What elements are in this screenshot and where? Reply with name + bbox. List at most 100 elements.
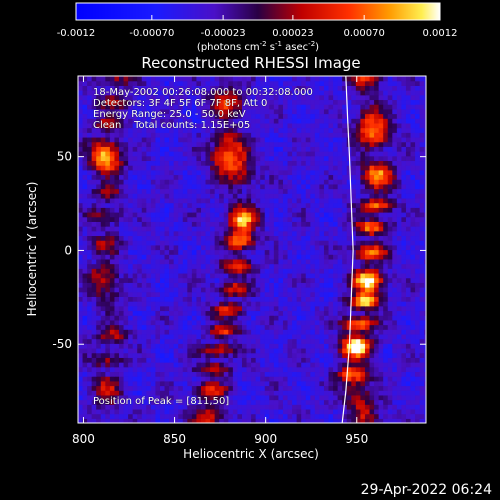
heatmap-cell [378, 404, 384, 410]
heatmap-cell [219, 258, 225, 265]
heatmap-cell [419, 151, 425, 157]
heatmap-cell [87, 146, 93, 152]
heatmap-cell [82, 211, 88, 218]
heatmap-cell [132, 310, 138, 316]
heatmap-cell [273, 122, 280, 129]
heatmap-cell [260, 310, 266, 316]
heatmap-cell [305, 165, 311, 171]
heatmap-cell [200, 216, 207, 222]
heatmap-cell [387, 151, 393, 157]
heatmap-cell [205, 371, 211, 377]
heatmap-cell [128, 183, 134, 190]
heatmap-cell [355, 193, 361, 199]
heatmap-cell [424, 324, 426, 330]
heatmap-cell [100, 188, 106, 194]
heatmap-cell [200, 183, 207, 190]
heatmap-cell [123, 352, 129, 358]
heatmap-cell [396, 287, 402, 293]
heatmap-cell [123, 202, 129, 208]
heatmap-cell [164, 235, 170, 241]
heatmap-cell [210, 244, 216, 251]
heatmap-cell [392, 371, 398, 377]
heatmap-cell [200, 390, 207, 396]
heatmap-cell [100, 394, 106, 401]
heatmap-cell [146, 263, 152, 269]
heatmap-cell [251, 338, 257, 344]
heatmap-cell [387, 366, 393, 373]
heatmap-cell [178, 324, 184, 330]
heatmap-cell [292, 216, 298, 222]
heatmap-cell [146, 188, 152, 194]
heatmap-cell [419, 390, 425, 396]
heatmap-cell [223, 272, 229, 279]
heatmap-cell [123, 160, 129, 166]
heatmap-cell [355, 122, 361, 129]
heatmap-cell [378, 366, 384, 373]
heatmap-cell [346, 371, 352, 377]
heatmap-cell [255, 301, 261, 307]
heatmap-cell [410, 155, 416, 162]
heatmap-cell [91, 338, 97, 344]
heatmap-cell [333, 399, 339, 405]
heatmap-cell [109, 371, 116, 377]
heatmap-cell [87, 394, 93, 401]
heatmap-cell [346, 380, 352, 387]
heatmap-cell [410, 371, 416, 377]
heatmap-cell [241, 380, 248, 387]
heatmap-cell [387, 352, 393, 358]
heatmap-cell [118, 127, 125, 133]
heatmap-cell [118, 362, 125, 368]
heatmap-cell [396, 258, 402, 265]
heatmap-cell [91, 174, 97, 180]
heatmap-cell [251, 174, 257, 180]
heatmap-cell [260, 254, 266, 260]
heatmap-cell [78, 408, 84, 415]
heatmap-cell [187, 226, 193, 232]
heatmap-cell [424, 132, 426, 138]
heatmap-cell [314, 230, 321, 237]
heatmap-cell [269, 226, 275, 232]
heatmap-cell [355, 394, 361, 401]
heatmap-cell [419, 380, 425, 387]
heatmap-cell [223, 118, 229, 124]
heatmap-cell [355, 226, 361, 232]
heatmap-cell [378, 399, 384, 405]
heatmap-cell [396, 343, 402, 349]
heatmap-cell [360, 230, 366, 237]
heatmap-cell [182, 118, 188, 124]
heatmap-cell [424, 207, 426, 213]
heatmap-cell [178, 319, 184, 326]
heatmap-cell [383, 179, 389, 185]
heatmap-cell [146, 380, 152, 387]
heatmap-cell [328, 268, 334, 274]
heatmap-cell [296, 221, 302, 227]
heatmap-cell [146, 183, 152, 190]
heatmap-cell [319, 254, 325, 260]
heatmap-cell [200, 362, 207, 368]
heatmap-cell [150, 249, 157, 255]
heatmap-cell [333, 226, 339, 232]
heatmap-cell [132, 244, 138, 251]
heatmap-cell [273, 160, 280, 166]
heatmap-cell [374, 362, 380, 368]
heatmap-cell [246, 296, 252, 302]
heatmap-cell [96, 357, 102, 363]
heatmap-cell [228, 315, 234, 321]
heatmap-cell [319, 188, 325, 194]
heatmap-cell [178, 235, 184, 241]
heatmap-cell [164, 132, 170, 138]
heatmap-cell [305, 333, 311, 340]
heatmap-cell [205, 413, 211, 419]
heatmap-cell [264, 315, 270, 321]
heatmap-cell [123, 380, 129, 387]
heatmap-cell [292, 291, 298, 297]
heatmap-cell [87, 301, 93, 307]
heatmap-cell [187, 352, 193, 358]
heatmap-cell [219, 380, 225, 387]
heatmap-cell [260, 268, 266, 274]
heatmap-cell [214, 202, 220, 208]
heatmap-cell [96, 160, 102, 166]
heatmap-cell [150, 122, 157, 129]
heatmap-cell [351, 122, 357, 129]
heatmap-cell [182, 315, 188, 321]
